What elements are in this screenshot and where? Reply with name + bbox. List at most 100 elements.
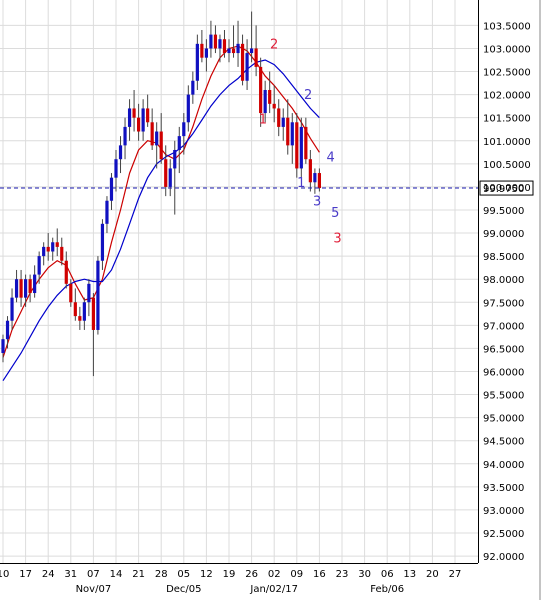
y-tick-label: 98.5000 (483, 252, 524, 263)
candle-body (132, 108, 136, 118)
candle-body (295, 122, 299, 169)
candle-body (1, 339, 5, 354)
candle-body (168, 168, 172, 187)
candle-body (118, 145, 123, 160)
y-tick-label: 101.5000 (483, 114, 531, 125)
candle-body (240, 43, 245, 81)
candle-body (114, 159, 118, 178)
candle-body (218, 39, 222, 49)
month-label: Nov/07 (76, 584, 112, 595)
y-tick-label: 99.5000 (483, 206, 524, 217)
y-tick-label: 101.0000 (483, 137, 531, 148)
candle-body (28, 279, 32, 294)
x-tick-label: 30 (358, 569, 371, 580)
candle-body (127, 108, 132, 127)
candle-body (231, 48, 236, 54)
candle-body (96, 260, 100, 330)
y-tick-label: 93.0000 (483, 506, 524, 517)
wave-label: 2 (304, 88, 312, 103)
current-price-line: 99.9750 (0, 180, 534, 196)
month-label: Jan/02/17 (249, 584, 298, 595)
y-tick-label: 96.5000 (483, 344, 524, 355)
candle-body (109, 177, 114, 201)
candle-body (137, 117, 141, 132)
candle-body (37, 256, 41, 275)
candle-body (313, 173, 317, 183)
candle-body (213, 34, 218, 49)
candle-body (191, 80, 195, 95)
candle-body (64, 260, 68, 284)
candle-body (254, 48, 258, 67)
candle-body (164, 159, 168, 187)
candle-body (82, 302, 86, 321)
wave-label: 3 (313, 194, 321, 209)
y-tick-label: 100.5000 (483, 160, 531, 171)
y-tick-label: 99.0000 (483, 229, 524, 240)
wave-label: 1 (297, 176, 305, 191)
candle-body (105, 200, 109, 224)
candle-body (317, 173, 321, 189)
candle-body (272, 103, 276, 109)
y-tick-label: 97.0000 (483, 321, 524, 332)
candle-body (200, 43, 204, 58)
candle-body (209, 34, 213, 49)
x-tick-label: 06 (381, 569, 394, 580)
wave-label: 1 (259, 113, 267, 128)
wave-label: 5 (331, 206, 339, 221)
current-price-label: 99.9750 (483, 184, 524, 195)
y-tick-label: 103.0000 (483, 44, 531, 55)
x-tick-label: 27 (449, 569, 462, 580)
candle-body (141, 108, 145, 132)
x-tick-label: 12 (200, 569, 213, 580)
candle-body (227, 48, 231, 54)
x-tick-label: 02 (268, 569, 281, 580)
candle-body (308, 159, 312, 183)
candle-body (19, 279, 23, 298)
x-tick-label: 10 (0, 569, 9, 580)
candle-body (173, 149, 177, 169)
y-tick-label: 100.0000 (483, 183, 531, 194)
x-tick-label: 13 (403, 569, 416, 580)
y-tick-label: 103.5000 (483, 21, 531, 32)
y-tick-label: 95.5000 (483, 391, 524, 402)
candle-body (10, 297, 14, 321)
wave-label: 4 (327, 151, 335, 166)
candle-body (281, 117, 285, 127)
candle-body (245, 53, 249, 81)
candle-body (259, 66, 263, 114)
x-tick-label: 26 (245, 569, 258, 580)
x-tick-label: 09 (290, 569, 303, 580)
candle-body (182, 122, 186, 137)
month-label: Feb/06 (370, 584, 404, 595)
candle-body (290, 122, 294, 146)
y-tick-label: 96.0000 (483, 367, 524, 378)
candle-body (78, 316, 82, 321)
candle-body (73, 302, 77, 317)
y-tick-label: 102.5000 (483, 68, 531, 79)
candle-body (250, 48, 254, 54)
candle-body (5, 320, 10, 340)
x-tick-label: 19 (223, 569, 236, 580)
grid (0, 0, 478, 563)
candle-body (24, 279, 28, 298)
candle-body (286, 117, 290, 146)
candlesticks (1, 11, 321, 377)
y-tick-label: 95.0000 (483, 414, 524, 425)
x-tick-label: 28 (155, 569, 168, 580)
x-tick-label: 14 (110, 569, 123, 580)
candle-body (123, 126, 127, 146)
candle-body (263, 89, 267, 114)
y-tick-label: 92.0000 (483, 552, 524, 563)
candle-body (277, 108, 281, 127)
y-tick-label: 92.5000 (483, 529, 524, 540)
x-tick-label: 23 (336, 569, 349, 580)
y-tick-label: 94.5000 (483, 437, 524, 448)
y-tick-label: 98.0000 (483, 275, 524, 286)
candle-body (100, 223, 105, 261)
wave-label: 3 (333, 231, 341, 246)
x-tick-label: 16 (313, 569, 326, 580)
x-tick-label: 21 (132, 569, 145, 580)
candle-body (150, 122, 154, 146)
